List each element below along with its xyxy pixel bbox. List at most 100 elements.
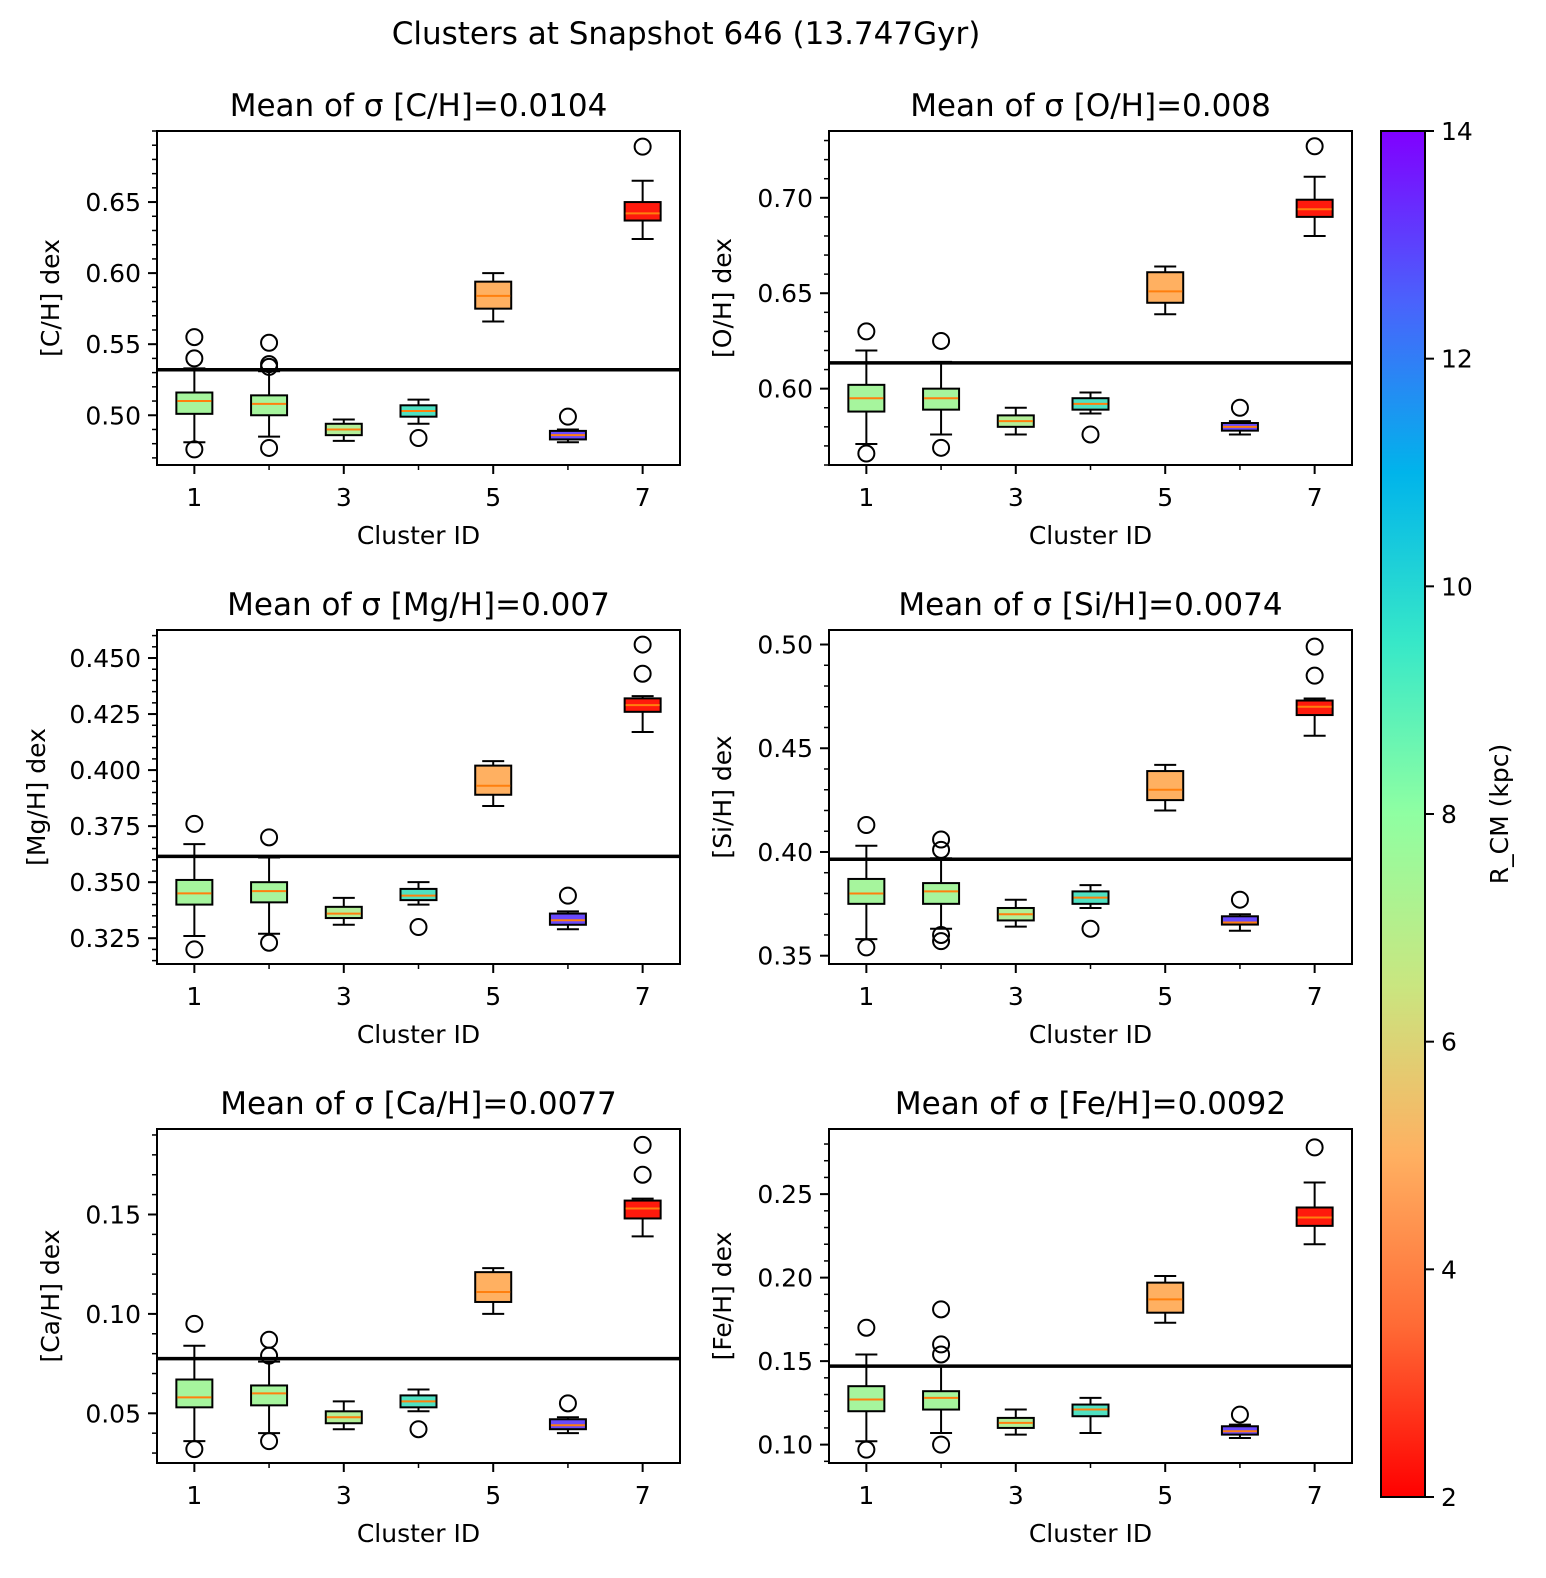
box-cluster-3 <box>326 420 362 441</box>
x-tick-label: 5 <box>485 483 501 512</box>
outlier-point <box>858 817 874 833</box>
y-tick-label: 0.55 <box>85 330 141 359</box>
y-tick-label: 0.70 <box>757 184 813 213</box>
x-tick-label: 3 <box>1008 483 1024 512</box>
subplot-title: Mean of σ [C/H]=0.0104 <box>230 88 608 124</box>
outlier-point <box>1083 426 1099 442</box>
y-axis-label: [Mg/H] dex <box>22 728 51 866</box>
box-cluster-3 <box>326 898 362 925</box>
y-tick-label: 0.10 <box>757 1431 813 1460</box>
x-tick-label: 3 <box>336 1481 352 1510</box>
colorbar-label: R_CM (kpc) <box>1485 744 1514 884</box>
colorbar: 2 4 6 8 10 12 14 R_CM (kpc) <box>1381 117 1514 1512</box>
box-cluster-2 <box>251 1332 287 1449</box>
box-iqr <box>251 882 287 902</box>
box-iqr <box>848 879 884 904</box>
outlier-point <box>261 335 277 351</box>
y-tick-label: 0.325 <box>69 924 141 953</box>
box-cluster-2 <box>251 335 287 456</box>
x-tick-label: 1 <box>186 982 202 1011</box>
outlier-point <box>858 939 874 955</box>
box-cluster-5 <box>475 1268 511 1314</box>
x-tick-label: 1 <box>186 1481 202 1510</box>
subplot-title: Mean of σ [Si/H]=0.0074 <box>898 587 1282 623</box>
box-iqr <box>1147 272 1183 303</box>
subplot-title: Mean of σ [Ca/H]=0.0077 <box>220 1086 617 1122</box>
subplot-title: Mean of σ [Fe/H]=0.0092 <box>895 1086 1286 1122</box>
y-axis-label: [C/H] dex <box>36 239 65 357</box>
box-iqr <box>176 880 212 905</box>
colorbar-tick-label: 2 <box>1441 1483 1457 1512</box>
x-tick-label: 7 <box>635 982 651 1011</box>
x-tick-label: 3 <box>1008 1481 1024 1510</box>
subplot-4: Mean of σ [Si/H]=0.0074 0.35 0.40 0.45 0.50 1… <box>708 587 1352 1049</box>
x-tick-label: 1 <box>186 483 202 512</box>
box-cluster-6 <box>550 1395 586 1433</box>
y-axis-label: [O/H] dex <box>708 238 737 358</box>
y-tick-label: 0.50 <box>757 631 813 660</box>
box-iqr <box>1297 701 1333 716</box>
box-cluster-5 <box>1147 267 1183 315</box>
x-tick-label: 7 <box>635 483 651 512</box>
box-iqr <box>550 914 586 925</box>
box-iqr <box>475 766 511 795</box>
y-tick-label: 0.40 <box>757 838 813 867</box>
box-cluster-1 <box>176 1316 212 1457</box>
outlier-point <box>411 919 427 935</box>
outlier-point <box>635 666 651 682</box>
box-iqr <box>923 883 959 904</box>
x-axis-label: Cluster ID <box>357 1519 480 1548</box>
outlier-point <box>411 1421 427 1437</box>
x-tick-label: 7 <box>1307 982 1323 1011</box>
box-cluster-3 <box>998 1410 1034 1435</box>
box-cluster-4 <box>1073 1398 1109 1433</box>
box-cluster-3 <box>998 900 1034 927</box>
box-iqr <box>625 202 661 220</box>
box-cluster-2 <box>251 829 287 950</box>
colorbar-tick-label: 6 <box>1441 1028 1457 1057</box>
box-iqr <box>475 1272 511 1302</box>
y-axis-label: [Ca/H] dex <box>36 1229 65 1362</box>
box-iqr <box>401 889 437 900</box>
x-axis-label: Cluster ID <box>357 1020 480 1049</box>
outlier-point <box>1232 892 1248 908</box>
x-tick-label: 1 <box>858 483 874 512</box>
outlier-point <box>933 832 949 848</box>
colorbar-tick-label: 10 <box>1441 572 1473 601</box>
axes-frame <box>829 131 1352 465</box>
box-cluster-6 <box>550 409 586 443</box>
box-iqr <box>176 393 212 414</box>
y-tick-label: 0.60 <box>85 259 141 288</box>
outlier-point <box>261 1332 277 1348</box>
colorbar-tick-label: 4 <box>1441 1255 1457 1284</box>
box-cluster-4 <box>401 1389 437 1437</box>
outlier-point <box>186 816 202 832</box>
y-tick-label: 0.65 <box>85 188 141 217</box>
box-cluster-1 <box>848 1320 884 1458</box>
outlier-point <box>933 1336 949 1352</box>
box-cluster-4 <box>401 882 437 935</box>
x-tick-label: 3 <box>336 982 352 1011</box>
x-tick-label: 5 <box>1157 483 1173 512</box>
x-tick-label: 5 <box>485 982 501 1011</box>
box-cluster-1 <box>848 817 884 955</box>
x-axis-label: Cluster ID <box>1029 1519 1152 1548</box>
x-tick-label: 7 <box>1307 483 1323 512</box>
box-cluster-1 <box>176 816 212 958</box>
x-tick-label: 3 <box>336 483 352 512</box>
x-axis-label: Cluster ID <box>1029 1020 1152 1049</box>
outlier-point <box>1083 921 1099 937</box>
outlier-point <box>858 1442 874 1458</box>
outlier-point <box>933 1437 949 1453</box>
box-cluster-2 <box>923 832 959 950</box>
y-tick-label: 0.425 <box>69 700 141 729</box>
outlier-point <box>560 888 576 904</box>
outlier-point <box>186 1441 202 1457</box>
box-iqr <box>251 1385 287 1405</box>
outlier-point <box>186 941 202 957</box>
outlier-point <box>1232 400 1248 416</box>
box-cluster-5 <box>1147 1276 1183 1323</box>
y-tick-label: 0.60 <box>757 375 813 404</box>
outlier-point <box>1232 1407 1248 1423</box>
outlier-point <box>560 1395 576 1411</box>
